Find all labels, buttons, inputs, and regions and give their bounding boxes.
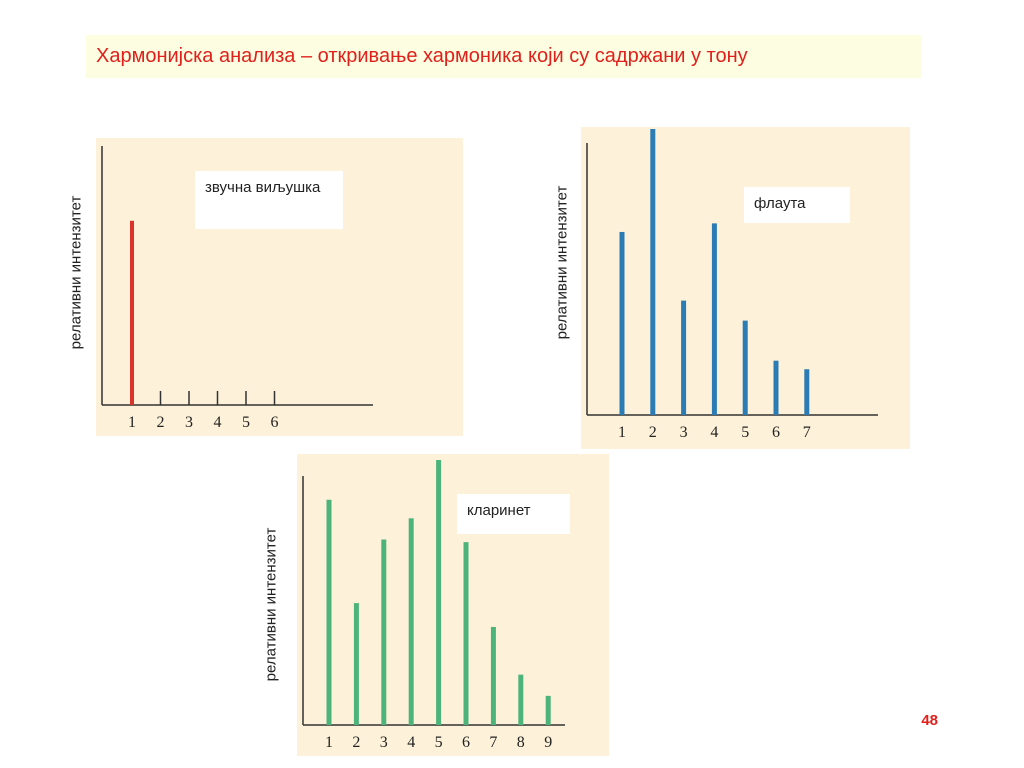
- title-bar: Хармонијска анализа – откривање хармоник…: [86, 35, 921, 78]
- x-tick-label-1: 1: [618, 424, 626, 441]
- legend-box: кларинет: [457, 494, 570, 534]
- x-tick-label-9: 9: [544, 734, 552, 751]
- legend-label: звучна виљушка: [205, 179, 321, 196]
- bar-harmonic-5: [436, 460, 442, 725]
- x-tick-label-5: 5: [242, 414, 250, 431]
- bar-harmonic-2: [650, 129, 656, 415]
- legend-box: звучна виљушка: [195, 171, 343, 229]
- x-tick-label-3: 3: [380, 734, 388, 751]
- bar-harmonic-6: [773, 360, 779, 415]
- bar-harmonic-4: [711, 223, 717, 415]
- bar-harmonic-7: [804, 369, 810, 415]
- bar-harmonic-1: [326, 499, 332, 725]
- bar-harmonic-3: [381, 539, 387, 725]
- bar-harmonic-3: [681, 300, 687, 415]
- x-tick-label-5: 5: [741, 424, 749, 441]
- legend-label: кларинет: [467, 502, 531, 519]
- legend-box: флаута: [744, 187, 850, 223]
- page-number: 48: [921, 712, 938, 729]
- x-tick-label-2: 2: [352, 734, 360, 751]
- x-tick-label-1: 1: [325, 734, 333, 751]
- slide-title: Хармонијска анализа – откривање хармоник…: [96, 45, 748, 67]
- bar-harmonic-7: [490, 626, 496, 725]
- chart-tuning-fork: 1 2 3 4 5 6: [101, 146, 373, 431]
- bar-harmonic-1: [130, 220, 134, 405]
- x-tick-label-3: 3: [185, 414, 193, 431]
- x-tick-label-4: 4: [710, 424, 718, 441]
- chart-panel-clarinet: 1 2 3 4 5 6 7 8 9 кларинет: [297, 454, 609, 756]
- chart-flute: 1 2 3 4 5 6 7: [586, 129, 878, 441]
- chart-clarinet: 1 2 3 4 5 6 7 8 9: [302, 460, 565, 751]
- chart-panel-tuning-fork: 1 2 3 4 5 6 звучна виљушка: [96, 138, 463, 436]
- x-tick-label-6: 6: [462, 734, 470, 751]
- y-axis-label: релативни интензитет: [67, 195, 85, 350]
- x-tick-label-4: 4: [214, 414, 222, 431]
- bar-harmonic-4: [408, 518, 414, 725]
- bar-harmonic-8: [518, 674, 524, 725]
- x-tick-label-3: 3: [680, 424, 688, 441]
- x-tick-label-6: 6: [772, 424, 780, 441]
- x-tick-label-4: 4: [407, 734, 415, 751]
- legend-label: флаута: [754, 195, 806, 212]
- x-tick-label-5: 5: [435, 734, 443, 751]
- x-tick-label-7: 7: [803, 424, 811, 441]
- x-tick-label-1: 1: [128, 414, 136, 431]
- bar-harmonic-1: [619, 231, 625, 415]
- chart-panel-flute: 1 2 3 4 5 6 7 флаута: [581, 127, 910, 449]
- bar-harmonic-9: [545, 695, 551, 725]
- y-axis-label: релативни интензитет: [262, 527, 280, 682]
- x-tick-label-7: 7: [489, 734, 497, 751]
- bar-harmonic-5: [742, 320, 748, 415]
- x-tick-label-6: 6: [271, 414, 279, 431]
- bar-harmonic-6: [463, 542, 469, 725]
- x-tick-label-2: 2: [649, 424, 657, 441]
- y-axis-label: релативни интензитет: [553, 185, 571, 340]
- x-tick-label-2: 2: [157, 414, 165, 431]
- bar-harmonic-2: [353, 603, 359, 725]
- x-tick-label-8: 8: [517, 734, 525, 751]
